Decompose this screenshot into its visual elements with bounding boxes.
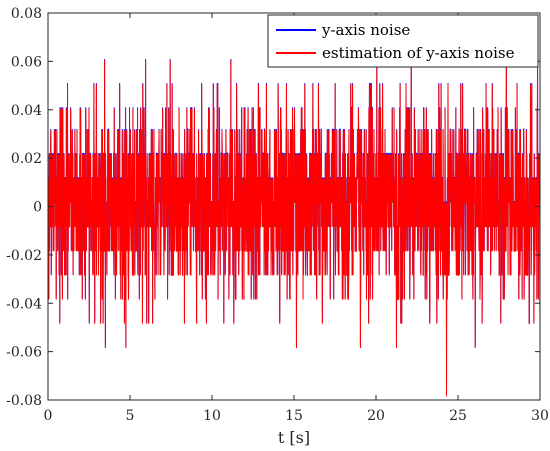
x-tick-label: 15 — [285, 408, 303, 424]
legend-box — [267, 14, 539, 68]
x-tick-label: 0 — [44, 408, 53, 424]
y-tick-label: 0.02 — [11, 151, 42, 167]
y-tick-label: -0.04 — [6, 296, 42, 312]
series-layer — [48, 34, 540, 397]
legend-label-y-axis-noise: y-axis noise — [321, 21, 410, 39]
x-tick-label: 10 — [203, 408, 221, 424]
legend: y-axis noise estimation of y-axis noise — [267, 14, 539, 68]
y-tick-label: 0.08 — [11, 6, 42, 22]
legend-label-estimation: estimation of y-axis noise — [322, 44, 515, 62]
x-tick-label: 5 — [126, 408, 135, 424]
x-axis-label: t [s] — [278, 428, 310, 447]
y-tick-label: -0.08 — [6, 393, 42, 409]
y-axis: -0.08 -0.06 -0.04 -0.02 0 0.02 0.04 0.06 0.08 — [6, 6, 540, 409]
y-tick-label: -0.02 — [6, 248, 42, 264]
y-tick-label: 0 — [33, 200, 42, 216]
y-tick-label: -0.06 — [6, 345, 42, 361]
x-tick-label: 25 — [449, 408, 467, 424]
y-tick-label: 0.06 — [11, 54, 42, 70]
y-tick-label: 0.04 — [11, 103, 42, 119]
x-tick-label: 20 — [367, 408, 385, 424]
series-estimation-line — [48, 35, 540, 397]
x-tick-label: 30 — [531, 408, 549, 424]
